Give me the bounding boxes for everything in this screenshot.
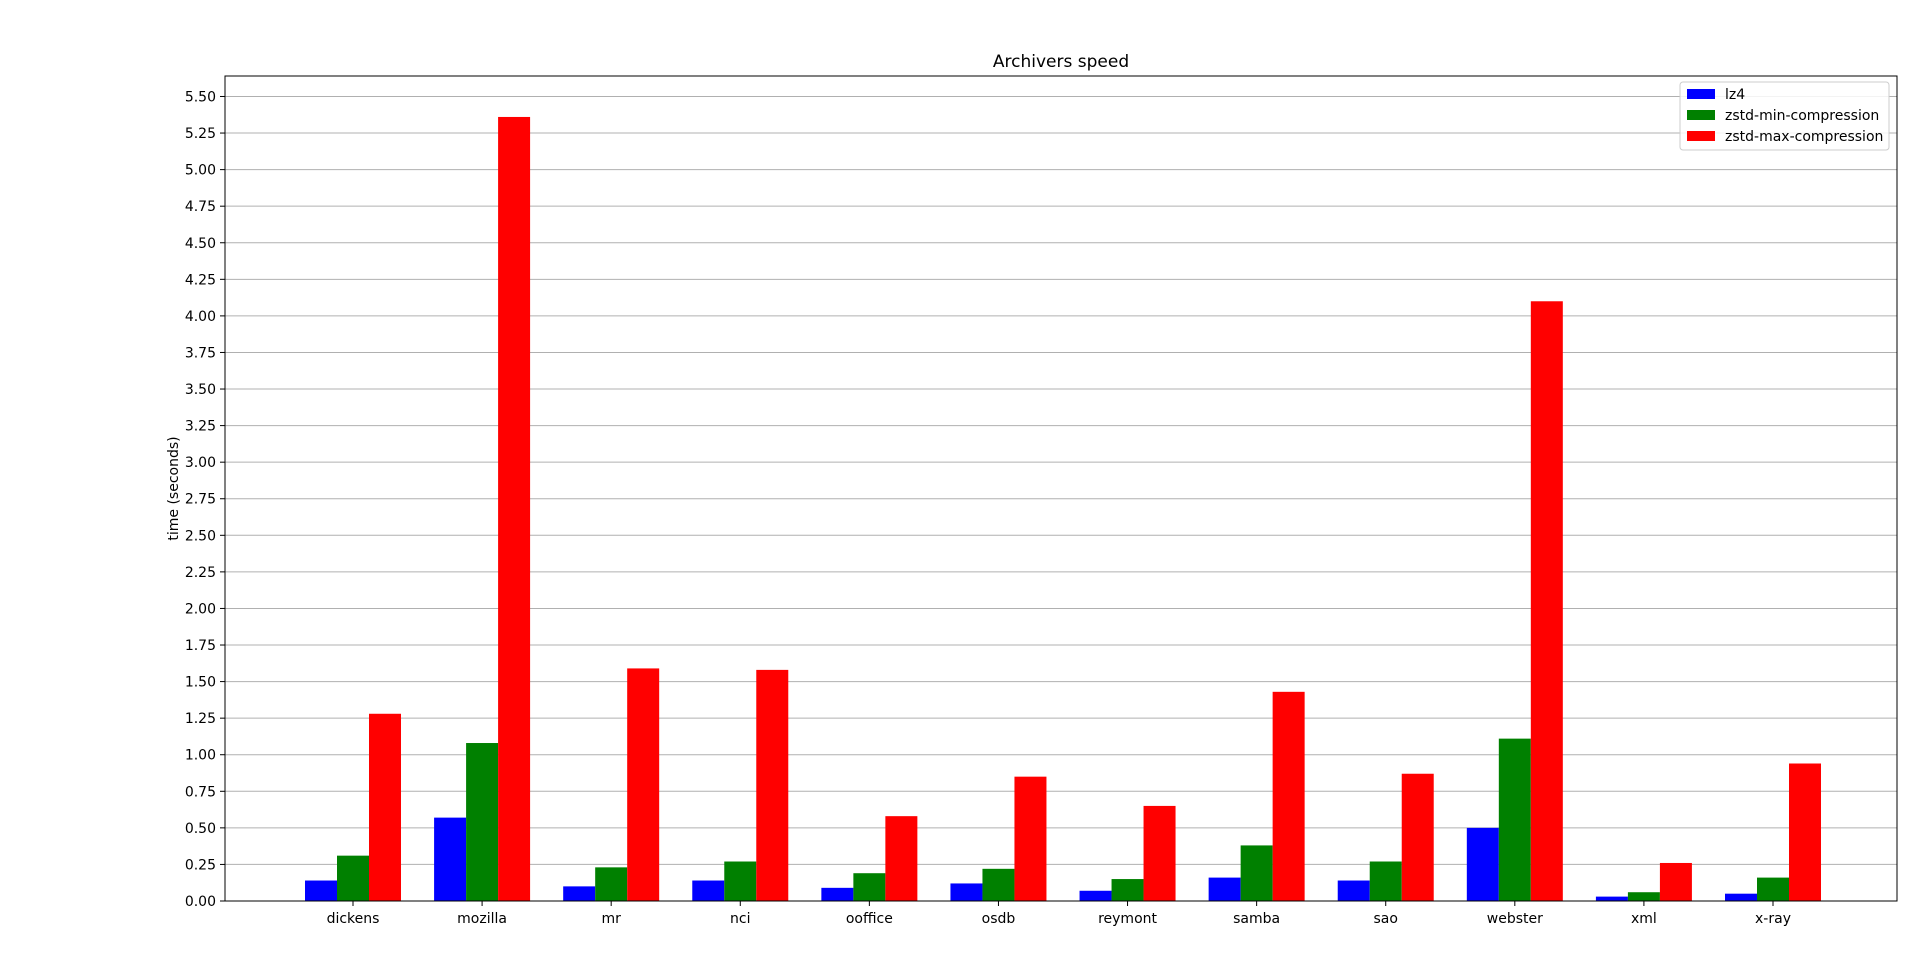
x-axis-ticks: dickens mozilla mr nci ooffice osdb reymont sam… [327,901,1791,927]
x-tick-label: ooffice [846,911,893,927]
y-tick-label: 4.25 [185,272,216,288]
y-tick-label: 2.75 [185,492,216,508]
x-tick-label: mr [601,911,621,927]
y-tick-label: 0.50 [185,821,216,837]
y-tick-label: 1.50 [185,675,216,691]
x-tick-label: samba [1233,911,1280,927]
bar-zstd-max-compression-nci [756,669,789,901]
bar-zstd-min-compression-reymont [1111,879,1144,901]
plot-frame [224,75,1898,902]
y-tick-label: 1.75 [185,638,216,654]
bar-zstd-min-compression-dickens [337,855,369,901]
legend: lz4 zstd-min-compression zstd-max-compress… [1679,81,1890,151]
y-tick-label: 1.25 [185,711,216,727]
bar-zstd-max-compression-dickens [369,713,401,901]
y-tick-label: 4.00 [185,309,216,325]
y-tick-label: 0.25 [185,857,216,873]
legend-swatch [1687,89,1715,99]
y-tick-label: 5.50 [185,89,216,105]
bar-lz4-samba [1208,877,1241,901]
y-tick-label: 3.50 [185,382,216,398]
bar-zstd-max-compression-sao [1401,773,1434,901]
legend-label: zstd-min-compression [1725,108,1879,124]
x-tick-label: dickens [327,911,380,927]
bar-lz4-reymont [1079,890,1112,901]
x-tick-label: x-ray [1755,911,1791,927]
legend-label: lz4 [1725,87,1745,103]
bar-zstd-min-compression-sao [1369,861,1402,901]
bar-zstd-min-compression-webster [1498,738,1531,901]
y-tick-label: 5.00 [185,163,216,179]
y-tick-label: 4.50 [185,236,216,252]
bar-zstd-max-compression-mr [627,668,660,901]
bar-lz4-xml [1595,896,1628,901]
bar-zstd-max-compression-webster [1530,301,1563,901]
chart-title: Archivers speed [993,52,1129,72]
bar-zstd-max-compression-samba [1272,691,1305,901]
x-tick-label: osdb [982,911,1016,927]
legend-swatch [1687,110,1715,120]
y-tick-label: 0.00 [185,894,216,910]
bar-lz4-nci [692,880,725,901]
y-tick-label: 3.25 [185,419,216,435]
x-tick-label: sao [1374,911,1398,927]
bar-zstd-min-compression-ooffice [853,873,886,901]
bar-zstd-min-compression-xml [1627,892,1660,901]
y-tick-label: 5.25 [185,126,216,142]
y-tick-label: 4.75 [185,199,216,215]
bar-lz4-dickens [305,880,337,901]
bar-zstd-min-compression-nci [724,861,757,901]
bar-lz4-webster [1466,827,1499,901]
bar-zstd-max-compression-mozilla [498,116,531,901]
x-tick-label: xml [1631,911,1657,927]
bar-zstd-min-compression-osdb [982,868,1015,901]
bar-lz4-osdb [950,883,983,901]
bars [305,116,1821,901]
legend-label: zstd-max-compression [1725,129,1883,145]
bar-zstd-max-compression-xml [1659,862,1692,901]
bar-zstd-max-compression-reymont [1143,805,1176,901]
y-tick-label: 0.75 [185,784,216,800]
bar-lz4-mozilla [434,817,467,901]
bar-zstd-max-compression-osdb [1014,776,1047,901]
y-tick-label: 1.00 [185,748,216,764]
y-tick-label: 2.00 [185,601,216,617]
bar-lz4-sao [1337,880,1370,901]
y-tick-label: 2.25 [185,565,216,581]
legend-box [1679,81,1890,151]
bar-zstd-max-compression-ooffice [885,816,918,901]
y-tick-label: 3.75 [185,345,216,361]
legend-swatch [1687,131,1715,141]
bar-zstd-min-compression-mr [595,867,628,901]
y-axis-label: time (seconds) [166,436,182,540]
x-tick-label: reymont [1098,911,1157,927]
bar-zstd-min-compression-mozilla [466,743,499,901]
bar-zstd-min-compression-x-ray [1757,877,1789,901]
y-tick-label: 2.50 [185,528,216,544]
x-tick-label: nci [730,911,750,927]
y-tick-label: 3.00 [185,455,216,471]
y-axis-ticks: 0.00 0.25 0.50 0.75 1.00 1.25 1.50 1.75 2.00 2.25… [185,89,225,910]
x-tick-label: webster [1487,911,1543,927]
bar-lz4-x-ray [1725,893,1757,901]
bar-zstd-max-compression-x-ray [1789,763,1821,901]
bar-lz4-mr [563,886,596,901]
bar-zstd-min-compression-samba [1240,845,1273,901]
x-tick-label: mozilla [457,911,507,927]
bar-lz4-ooffice [821,887,854,901]
